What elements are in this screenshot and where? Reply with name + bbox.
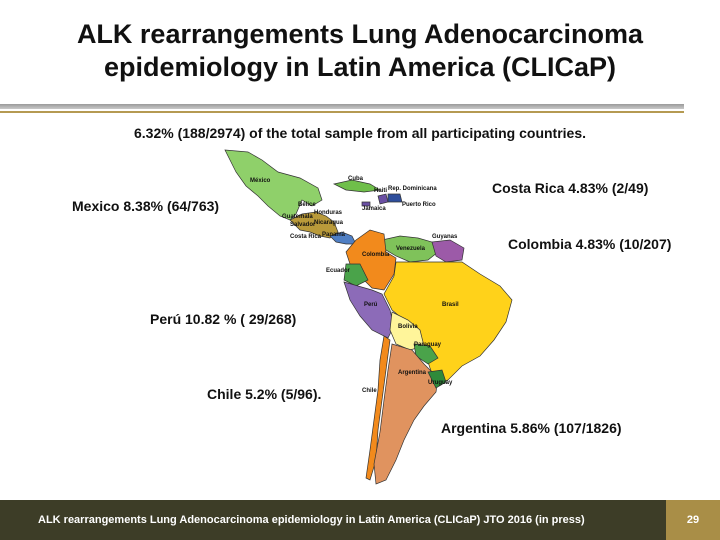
country-chile xyxy=(365,335,391,481)
stat-mexico: Mexico 8.38% (64/763) xyxy=(72,198,220,214)
country-uruguay xyxy=(427,369,447,389)
map-label-rep-dominicana: Rep. Dominicana xyxy=(388,186,437,192)
map-label-guyanas: Guyanas xyxy=(432,234,458,240)
map-label-cuba: Cuba xyxy=(348,176,364,182)
map-label-venezuela: Venezuela xyxy=(396,246,426,252)
map-label-haiti: Haiti xyxy=(374,188,387,194)
map-label-salvador: Salvador xyxy=(290,222,316,228)
country-central-america xyxy=(289,211,339,239)
map-label-mexico: México xyxy=(250,178,271,184)
country-guyanas xyxy=(431,239,465,263)
country-ecuador xyxy=(343,263,369,287)
country-cuba xyxy=(332,179,382,193)
map-label-bolivia: Bolivia xyxy=(398,324,418,330)
map-label-panama: Panamá xyxy=(322,232,346,238)
stat-costa-rica: Costa Rica 4.83% (2/49) xyxy=(492,180,649,196)
country-venezuela xyxy=(381,235,439,263)
slide-title: ALK rearrangements Lung Adenocarcinoma e… xyxy=(0,18,720,84)
country-argentina xyxy=(373,343,439,485)
title-line-2: epidemiology in Latin America (CLICaP) xyxy=(103,52,617,82)
map-label-jamaica: Jamaica xyxy=(362,206,386,212)
map-label-argentina: Argentina xyxy=(398,370,427,376)
map-label-guatemala: Guatemala xyxy=(282,214,313,220)
page-number-box xyxy=(666,500,720,540)
map-label-puerto-rico: Puerto Rico xyxy=(402,202,436,208)
title-divider-accent xyxy=(0,111,684,113)
subtitle: 6.32% (188/2974) of the total sample fro… xyxy=(133,125,587,141)
map-label-nicaragua: Nicaragua xyxy=(314,220,344,226)
country-jamaica xyxy=(361,201,371,207)
title-line-1: ALK rearrangements Lung Adenocarcinoma xyxy=(76,19,644,49)
country-rep-dominicana xyxy=(387,193,403,203)
footer-bar xyxy=(0,500,720,540)
map-label-uruguay: Uruguay xyxy=(428,380,453,386)
map-label-peru: Perú xyxy=(364,302,378,308)
title-divider xyxy=(0,104,684,109)
map-label-ecuador: Ecuador xyxy=(326,268,351,274)
country-colombia xyxy=(345,229,397,291)
map-label-paraguay: Paraguay xyxy=(414,342,442,348)
stat-peru: Perú 10.82 % ( 29/268) xyxy=(150,311,297,327)
map-label-brasil: Brasil xyxy=(442,302,459,308)
page-number: 29 xyxy=(686,514,700,526)
map-label-belice: Bélice xyxy=(298,202,316,208)
stat-chile: Chile 5.2% (5/96). xyxy=(207,386,322,402)
map-label-chile: Chile xyxy=(362,388,377,394)
map-label-colombia: Colombia xyxy=(362,252,390,258)
stat-argentina: Argentina 5.86% (107/1826) xyxy=(441,420,622,436)
footer-citation: ALK rearrangements Lung Adenocarcinoma e… xyxy=(38,514,585,526)
map-label-honduras: Honduras xyxy=(314,210,343,216)
country-haiti xyxy=(377,193,389,205)
country-mexico xyxy=(224,149,323,221)
map-label-costa-rica: Costa Rica xyxy=(290,234,322,240)
stat-colombia: Colombia 4.83% (10/207) xyxy=(508,236,672,252)
